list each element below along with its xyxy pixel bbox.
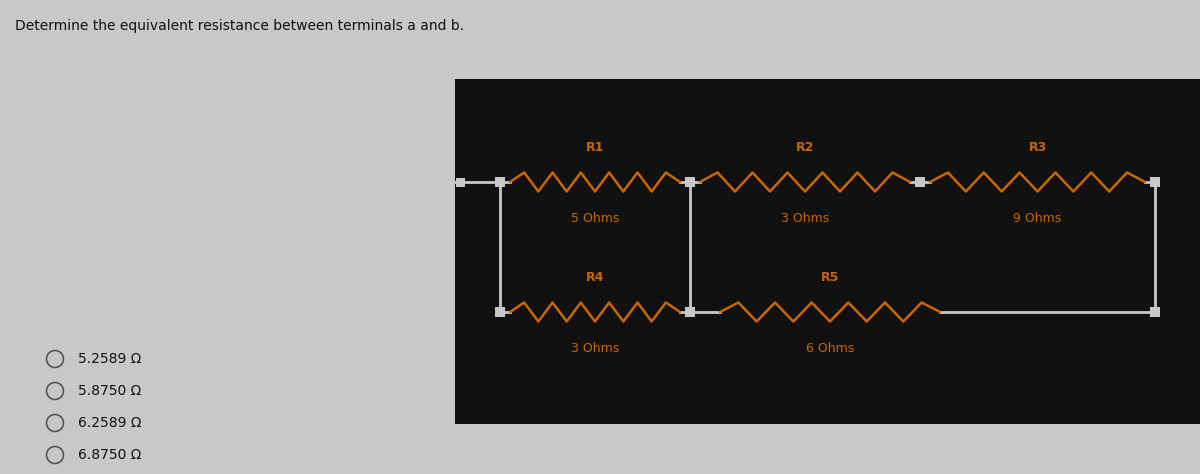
Text: 5 Ohms: 5 Ohms (571, 212, 619, 225)
Text: 3 Ohms: 3 Ohms (571, 342, 619, 355)
Bar (456, 177, 464, 186)
Text: 5.2589 Ω: 5.2589 Ω (78, 352, 142, 366)
Text: R4: R4 (586, 271, 604, 284)
Bar (914, 177, 925, 187)
Bar (685, 177, 695, 187)
Bar (685, 307, 695, 317)
Text: 9 Ohms: 9 Ohms (1013, 212, 1062, 225)
Text: 3 Ohms: 3 Ohms (781, 212, 829, 225)
Text: R2: R2 (796, 141, 814, 154)
Text: 6 Ohms: 6 Ohms (806, 342, 854, 355)
Bar (1150, 307, 1160, 317)
Text: 5.8750 Ω: 5.8750 Ω (78, 384, 142, 398)
Text: R1: R1 (586, 141, 604, 154)
Text: 6.2589 Ω: 6.2589 Ω (78, 416, 142, 430)
Bar (496, 177, 505, 187)
Text: Determine the equivalent resistance between terminals a and b.: Determine the equivalent resistance betw… (14, 19, 464, 33)
Bar (455, 79, 1200, 424)
Bar (1150, 177, 1160, 187)
Bar (496, 307, 505, 317)
Text: a: a (420, 174, 430, 190)
Text: R5: R5 (821, 271, 839, 284)
Text: R3: R3 (1028, 141, 1046, 154)
Text: 6.8750 Ω: 6.8750 Ω (78, 448, 142, 462)
